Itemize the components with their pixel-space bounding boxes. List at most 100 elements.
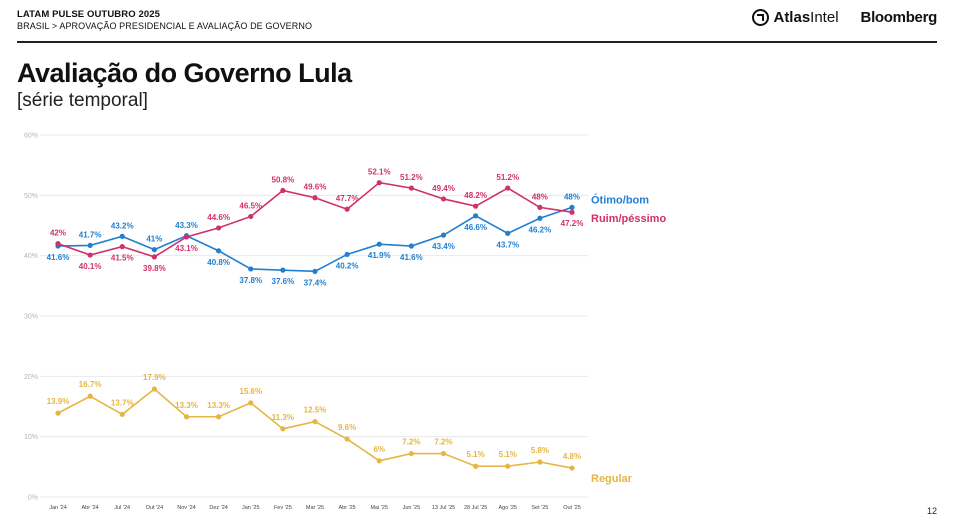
y-tick-label: 60% xyxy=(24,133,38,140)
data-point xyxy=(248,213,254,220)
data-label: 43.7% xyxy=(496,240,519,249)
y-tick-label: 10% xyxy=(24,434,38,441)
data-label: 48% xyxy=(532,192,548,201)
data-point xyxy=(376,458,382,464)
data-point xyxy=(280,187,286,194)
data-point xyxy=(537,215,543,221)
data-label: 37.6% xyxy=(272,277,295,286)
data-point xyxy=(440,450,447,457)
page-number: 12 xyxy=(926,506,937,516)
bloomberg-logo: Bloomberg xyxy=(860,9,938,26)
atlasintel-logo: AtlasIntel xyxy=(752,9,839,26)
data-point xyxy=(344,206,350,212)
data-label: 7.2% xyxy=(402,438,420,447)
data-point xyxy=(440,232,447,238)
data-point xyxy=(537,204,543,210)
data-label: 41.7% xyxy=(79,230,102,239)
data-label: 50.8% xyxy=(272,176,295,185)
x-tick-label: Abr '25 xyxy=(338,505,355,511)
data-label: 49.4% xyxy=(432,184,455,193)
data-label: 41.6% xyxy=(47,253,70,262)
data-label: 48.2% xyxy=(464,191,487,200)
y-tick-label: 0% xyxy=(28,495,38,502)
data-label: 40.1% xyxy=(79,262,102,271)
data-point xyxy=(344,251,350,258)
y-tick-label: 30% xyxy=(24,314,38,321)
data-label: 39.8% xyxy=(143,264,166,273)
data-point xyxy=(87,252,93,258)
data-point xyxy=(151,254,157,260)
header-divider xyxy=(17,41,937,43)
data-label: 43.4% xyxy=(432,242,455,251)
data-point xyxy=(473,203,479,209)
x-tick-label: Nov '24 xyxy=(177,505,195,511)
data-label: 5.1% xyxy=(499,450,517,459)
data-point xyxy=(569,465,575,471)
data-label: 47.7% xyxy=(336,194,359,203)
data-label: 5.8% xyxy=(531,446,549,455)
x-tick-label: Dez '24 xyxy=(209,505,227,511)
series-label: Ruim/péssimo xyxy=(591,213,666,225)
data-label: 43.1% xyxy=(175,244,198,253)
data-point xyxy=(376,241,382,247)
data-label: 46.6% xyxy=(464,223,487,232)
data-point xyxy=(248,266,254,272)
x-tick-label: Fev '25 xyxy=(274,505,292,511)
x-tick-label: 13 Jul '25 xyxy=(432,505,455,511)
atlasintel-logo-bold: Atlas xyxy=(773,9,811,26)
data-label: 37.8% xyxy=(239,276,262,285)
data-label: 11.3% xyxy=(272,413,294,422)
data-point xyxy=(87,393,93,399)
data-point xyxy=(183,234,190,240)
data-point xyxy=(312,418,318,425)
data-label: 6% xyxy=(373,445,385,454)
chart-subtitle: [série temporal] xyxy=(17,90,148,111)
data-label: 40.8% xyxy=(207,258,230,267)
data-label: 37.4% xyxy=(304,278,327,287)
data-point xyxy=(280,426,286,432)
x-tick-label: Abr '24 xyxy=(81,505,98,511)
data-point xyxy=(408,450,414,457)
data-label: 51.2% xyxy=(400,173,423,182)
data-point xyxy=(537,459,543,465)
data-point xyxy=(408,243,414,249)
x-tick-label: Set '25 xyxy=(531,505,548,511)
data-point xyxy=(344,436,350,442)
x-tick-label: Jan '25 xyxy=(242,505,260,511)
x-tick-label: Ago '25 xyxy=(499,505,517,511)
data-point xyxy=(408,185,414,191)
x-tick-label: Jan '24 xyxy=(49,505,67,511)
data-point xyxy=(216,248,222,254)
series-line xyxy=(57,206,573,273)
data-label: 47.2% xyxy=(561,219,584,228)
data-point xyxy=(248,400,254,406)
data-point xyxy=(55,410,61,416)
y-tick-label: 50% xyxy=(24,193,38,200)
data-label: 49.6% xyxy=(304,183,327,192)
brand-logos: AtlasIntel Bloomberg xyxy=(752,9,937,26)
x-tick-label: Jun '25 xyxy=(403,505,421,511)
x-tick-label: Mar '25 xyxy=(306,505,324,511)
data-label: 52.1% xyxy=(368,168,391,177)
data-label: 51.2% xyxy=(496,173,519,182)
breadcrumb: BRASIL > APROVAÇÃO PRESIDENCIAL E AVALIA… xyxy=(17,21,313,31)
data-point xyxy=(505,463,511,469)
data-point xyxy=(119,411,125,417)
series-label: Regular xyxy=(591,473,633,485)
data-point xyxy=(216,414,222,420)
data-label: 13.7% xyxy=(111,398,134,407)
series-line xyxy=(57,181,573,258)
atlasintel-logo-light: Intel xyxy=(810,9,839,26)
data-label: 40.2% xyxy=(336,261,359,270)
data-point xyxy=(312,195,318,201)
data-point xyxy=(505,230,511,236)
data-label: 17.9% xyxy=(143,373,166,382)
data-point xyxy=(376,180,382,186)
series-line xyxy=(57,387,573,469)
data-label: 13.9% xyxy=(47,397,70,406)
data-point xyxy=(119,233,125,239)
data-point xyxy=(312,268,318,274)
x-tick-label: Mai '25 xyxy=(370,505,388,511)
data-label: 42% xyxy=(50,229,66,238)
x-tick-label: Out '25 xyxy=(563,505,581,511)
